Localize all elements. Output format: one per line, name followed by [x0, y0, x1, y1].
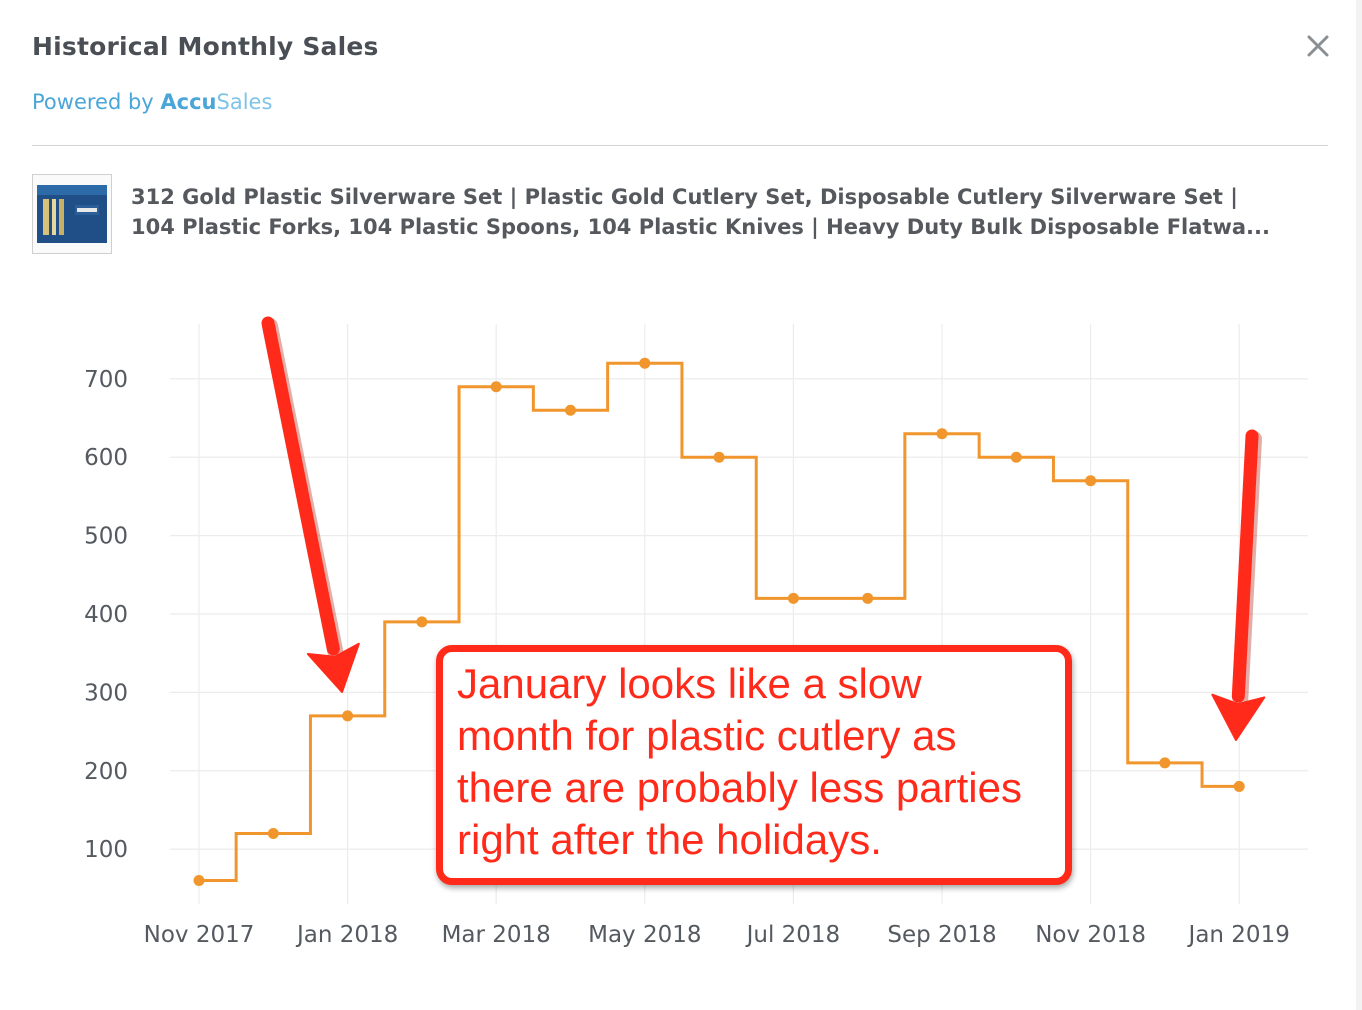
data-point	[1159, 757, 1171, 769]
x-tick-label: Jan 2019	[1187, 922, 1290, 948]
data-point	[342, 710, 354, 722]
brand-sales: Sales	[216, 90, 273, 114]
right-arrow	[1211, 429, 1266, 741]
x-tick-label: Nov 2017	[144, 922, 255, 948]
product-thumbnail[interactable]	[32, 174, 112, 254]
product-title-line-2: 104 Plastic Forks, 104 Plastic Spoons, 1…	[131, 215, 1270, 239]
data-point	[787, 592, 799, 604]
data-point	[565, 404, 576, 416]
data-point	[193, 874, 205, 886]
x-tick-label: Mar 2018	[442, 922, 551, 948]
y-tick-label: 300	[84, 680, 128, 706]
data-point	[490, 381, 502, 393]
brand-link[interactable]: AccuSales	[160, 90, 272, 114]
annotation-line-1: January looks like a slow	[457, 660, 922, 707]
annotation-line-3: there are probably less parties	[457, 764, 1022, 811]
x-tick-label: May 2018	[588, 922, 701, 948]
y-tick-label: 600	[84, 445, 128, 471]
product-box-image	[37, 185, 107, 243]
y-tick-label: 700	[84, 367, 128, 393]
close-button[interactable]	[1302, 30, 1334, 62]
product-title: 312 Gold Plastic Silverware Set | Plasti…	[131, 182, 1311, 242]
y-axis-labels: 100 200 300 400 500 600 700	[84, 367, 128, 863]
x-tick-label: Jan 2018	[295, 922, 398, 948]
data-point	[1233, 780, 1245, 792]
data-point	[267, 827, 279, 839]
header-divider	[32, 145, 1328, 146]
data-point	[1010, 451, 1022, 463]
data-point	[862, 592, 874, 604]
y-tick-label: 100	[84, 837, 128, 863]
modal-title: Historical Monthly Sales	[32, 32, 379, 61]
annotation-callout: January looks like a slow month for plas…	[436, 645, 1072, 885]
product-title-line-1: 312 Gold Plastic Silverware Set | Plasti…	[131, 185, 1238, 209]
powered-prefix: Powered by	[32, 90, 161, 114]
sales-step-line	[199, 361, 1240, 882]
x-tick-label: Nov 2018	[1035, 922, 1146, 948]
annotation-line-4: right after the holidays.	[457, 816, 882, 863]
data-point	[936, 428, 948, 440]
scrollbar-track[interactable]	[1356, 0, 1362, 1010]
data-point	[639, 357, 651, 369]
x-tick-label: Sep 2018	[887, 922, 996, 948]
close-icon	[1307, 35, 1329, 57]
sales-points	[193, 357, 1245, 886]
data-point	[713, 451, 725, 463]
data-point	[416, 616, 428, 628]
left-arrow	[261, 316, 360, 693]
y-tick-label: 400	[84, 602, 128, 628]
y-tick-label: 500	[84, 524, 128, 550]
data-point	[1085, 475, 1097, 487]
x-axis-labels: Nov 2017 Jan 2018 Mar 2018 May 2018 Jul 2018…	[144, 922, 1290, 948]
annotation-line-2: month for plastic cutlery as	[457, 712, 957, 759]
x-tick-label: Jul 2018	[745, 922, 841, 948]
brand-accu: Accu	[160, 90, 217, 114]
powered-by: Powered by AccuSales	[32, 90, 272, 114]
y-tick-label: 200	[84, 759, 128, 785]
annotation-arrows	[261, 316, 1266, 741]
